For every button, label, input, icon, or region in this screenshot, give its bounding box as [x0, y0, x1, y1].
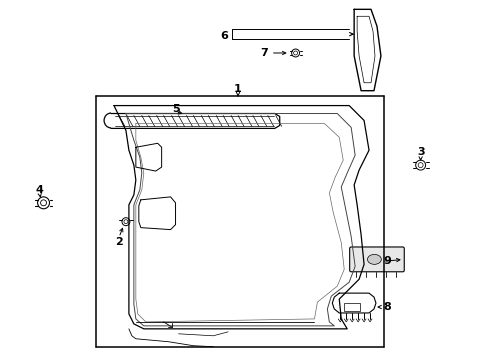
Text: 7: 7: [260, 48, 267, 58]
Text: 4: 4: [36, 185, 43, 195]
Text: 2: 2: [115, 237, 122, 247]
Text: 5: 5: [171, 104, 179, 113]
Ellipse shape: [366, 255, 381, 264]
Text: 6: 6: [220, 31, 227, 41]
Text: 1: 1: [234, 84, 242, 94]
FancyBboxPatch shape: [349, 247, 404, 272]
Text: 8: 8: [382, 302, 390, 312]
Text: 9: 9: [382, 256, 390, 266]
Bar: [344, 303, 359, 311]
Text: 3: 3: [416, 147, 424, 157]
